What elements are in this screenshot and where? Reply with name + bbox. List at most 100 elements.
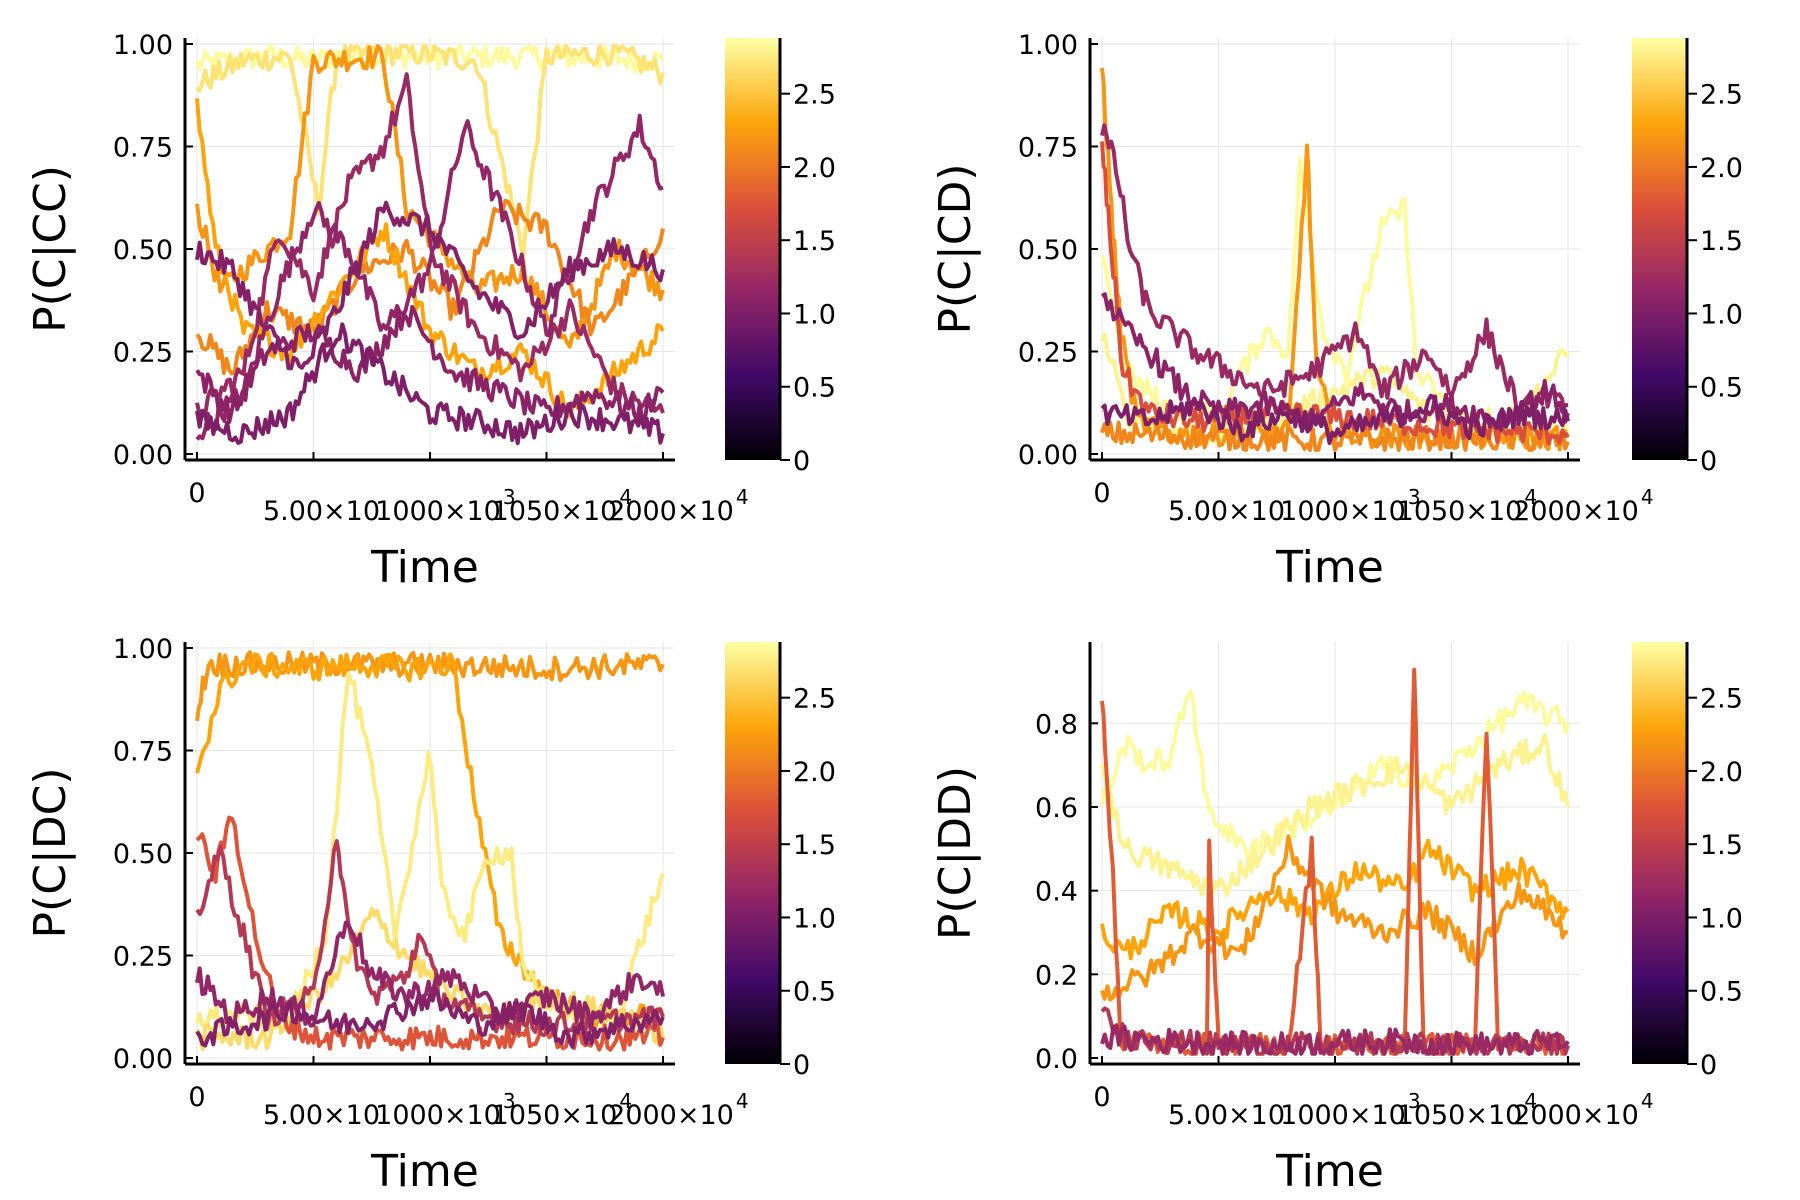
colorbar-tick-label: 1.0 <box>793 903 836 934</box>
x-tick-exponent: 3 <box>503 1089 516 1113</box>
colorbar-tick-label: 1.5 <box>1700 830 1743 861</box>
x-tick-label: 5.00×10 <box>1168 1100 1285 1131</box>
series-group <box>195 44 665 446</box>
colorbar-gradient <box>1632 642 1687 1064</box>
x-tick-exponent: 4 <box>736 1089 749 1113</box>
colorbar-tick-label: 0 <box>793 446 810 477</box>
y-tick-label: 0.75 <box>113 133 173 164</box>
x-tick-label: 1050×10 <box>492 1100 618 1131</box>
x-tick-label: 2000×10 <box>608 1100 734 1131</box>
x-tick-label: 1000×10 <box>1280 1100 1406 1131</box>
colorbar-tick-label: 2.5 <box>793 684 836 715</box>
colorbar-tick-label: 2.0 <box>1700 153 1743 184</box>
colorbar-tick-label: 1.0 <box>1700 903 1743 934</box>
y-tick-label: 0.50 <box>113 235 173 266</box>
colorbar-tick-label: 1.5 <box>793 226 836 257</box>
y-tick-label: 0.75 <box>1018 133 1078 164</box>
x-tick-label: 2000×10 <box>1513 496 1639 527</box>
series-line-7 <box>195 113 664 441</box>
y-axis-label: P(C|CD) <box>930 163 981 334</box>
x-tick-exponent: 4 <box>619 1089 632 1113</box>
x-tick-label: 2000×10 <box>608 496 734 527</box>
series-line-9 <box>195 200 665 371</box>
x-tick-label: 1050×10 <box>492 496 618 527</box>
x-tick-label: 2000×10 <box>1513 1100 1639 1131</box>
x-axis-label: Time <box>370 1146 479 1197</box>
colorbar-tick-label: 0.5 <box>1700 977 1743 1008</box>
y-tick-label: 0.00 <box>1018 440 1078 471</box>
colorbar-gradient <box>725 38 780 460</box>
y-tick-label: 0.25 <box>113 942 173 973</box>
colorbar-tick-label: 1.0 <box>793 299 836 330</box>
x-tick-label: 1000×10 <box>375 496 501 527</box>
colorbar-gradient <box>725 642 780 1064</box>
x-tick-label: 0 <box>1093 1082 1110 1113</box>
y-tick-label: 0.2 <box>1035 960 1078 991</box>
colorbar: 0 0.5 1.0 1.5 2.0 2.5 <box>725 38 836 477</box>
series-line-8 <box>195 987 665 1049</box>
series-line-10 <box>195 322 665 446</box>
x-tick-exponent: 4 <box>1641 485 1654 509</box>
x-tick-exponent: 3 <box>503 485 516 509</box>
series-line-2 <box>195 44 665 261</box>
x-tick-exponent: 4 <box>736 485 749 509</box>
series-line-8 <box>195 305 665 424</box>
colorbar-tick-label: 2.0 <box>793 757 836 788</box>
x-tick-label: 1050×10 <box>1397 1100 1523 1131</box>
series-line-7 <box>195 920 665 1030</box>
x-tick-label: 0 <box>188 1082 205 1113</box>
series-group <box>1100 667 1570 1056</box>
x-tick-exponent: 4 <box>619 485 632 509</box>
colorbar-tick-label: 2.5 <box>793 80 836 111</box>
x-tick-label: 0 <box>1093 478 1110 509</box>
colorbar-gradient <box>1632 38 1687 460</box>
x-axis-label: Time <box>1275 542 1384 593</box>
y-tick-label: 0.8 <box>1035 709 1078 740</box>
y-tick-label: 1.00 <box>113 634 173 665</box>
colorbar: 0 0.5 1.0 1.5 2.0 2.5 <box>1632 38 1743 477</box>
y-tick-label: 0.50 <box>1018 235 1078 266</box>
y-axis-label: P(C|DC) <box>25 767 76 938</box>
series-line-3 <box>1100 838 1570 961</box>
y-tick-label: 0.25 <box>1018 338 1078 369</box>
y-tick-label: 1.00 <box>1018 30 1078 61</box>
colorbar-tick-label: 0 <box>1700 1050 1717 1081</box>
x-tick-exponent: 3 <box>1408 485 1421 509</box>
colorbar-tick-label: 0 <box>793 1050 810 1081</box>
colorbar-tick-label: 0 <box>1700 446 1717 477</box>
y-tick-label: 0.6 <box>1035 793 1078 824</box>
x-axis-label: Time <box>370 542 479 593</box>
colorbar: 0 0.5 1.0 1.5 2.0 2.5 <box>1632 642 1743 1081</box>
colorbar-tick-label: 2.5 <box>1700 684 1743 715</box>
colorbar-tick-label: 1.5 <box>1700 226 1743 257</box>
y-tick-label: 0.25 <box>113 338 173 369</box>
y-tick-label: 1.00 <box>113 30 173 61</box>
colorbar-tick-label: 0.5 <box>793 977 836 1008</box>
y-tick-label: 0.00 <box>113 440 173 471</box>
x-tick-exponent: 4 <box>1524 485 1537 509</box>
colorbar-tick-label: 0.5 <box>793 373 836 404</box>
x-tick-label: 1000×10 <box>375 1100 501 1131</box>
series-line-4 <box>1100 420 1570 452</box>
colorbar-tick-label: 1.5 <box>793 830 836 861</box>
x-axis-label: Time <box>1275 1146 1384 1197</box>
series-line-6 <box>1100 123 1570 424</box>
x-tick-label: 0 <box>188 478 205 509</box>
colorbar-tick-label: 2.0 <box>793 153 836 184</box>
series-line-8 <box>1100 393 1570 445</box>
y-tick-label: 0.00 <box>113 1044 173 1075</box>
colorbar-tick-label: 1.0 <box>1700 299 1743 330</box>
series-line-1 <box>1100 689 1570 859</box>
x-tick-exponent: 4 <box>1524 1089 1537 1113</box>
y-tick-label: 0.4 <box>1035 877 1078 908</box>
y-tick-label: 0.75 <box>113 737 173 768</box>
colorbar-tick-label: 0.5 <box>1700 373 1743 404</box>
y-axis-label: P(C|CC) <box>25 165 76 333</box>
series-line-6 <box>195 72 665 418</box>
x-tick-label: 5.00×10 <box>1168 496 1285 527</box>
